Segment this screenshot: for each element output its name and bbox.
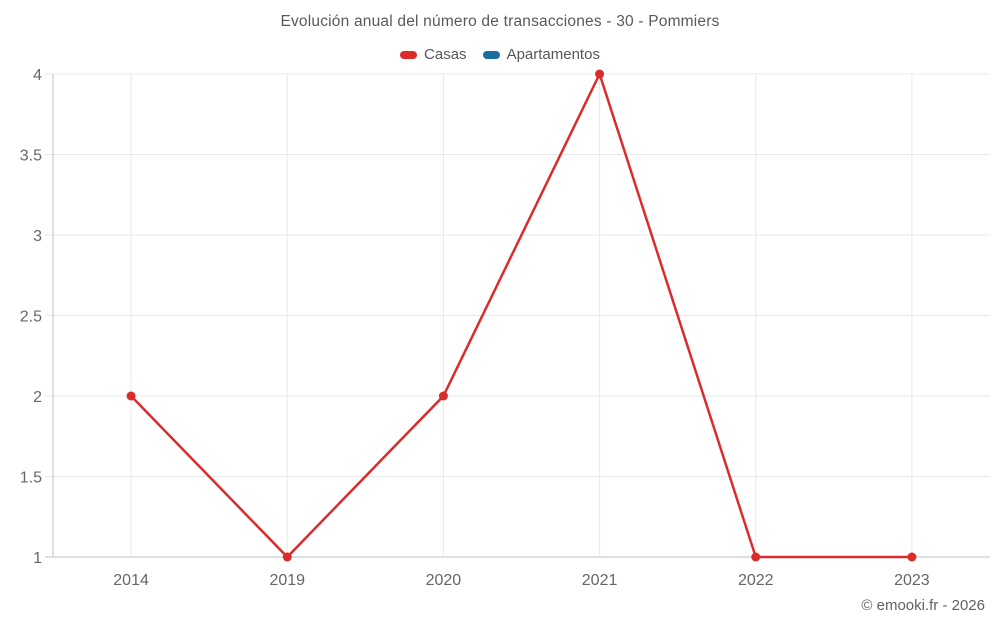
- y-axis-tick-label: 2.5: [20, 309, 42, 326]
- casas-swatch-icon: [400, 50, 418, 59]
- legend-item-apartamentos[interactable]: Apartamentos: [482, 46, 600, 63]
- y-axis-tick-label: 1.5: [20, 470, 42, 487]
- apartamentos-swatch-icon: [482, 50, 500, 59]
- y-axis-tick-label: 3.5: [20, 148, 42, 165]
- x-axis-tick-label: 2014: [113, 572, 149, 589]
- y-axis-tick-label: 4: [33, 67, 42, 84]
- y-axis-tick-label: 3: [33, 228, 42, 245]
- legend-label-casas: Casas: [424, 46, 467, 63]
- legend-label-apartamentos: Apartamentos: [506, 46, 600, 63]
- data-point: [595, 69, 605, 79]
- data-point: [751, 552, 761, 562]
- data-point: [282, 552, 292, 562]
- legend-item-casas[interactable]: Casas: [400, 46, 467, 63]
- series-line-casas: [129, 72, 914, 559]
- x-axis-tick-label: 2019: [269, 572, 305, 589]
- copyright-text: © emooki.fr - 2026: [861, 597, 985, 614]
- x-axis-tick-label: 2020: [426, 572, 462, 589]
- data-point: [907, 552, 917, 562]
- chart-title: Evolución anual del número de transaccio…: [280, 13, 720, 30]
- y-axis-tick-label: 1: [33, 550, 42, 567]
- data-point: [438, 391, 448, 401]
- data-point: [126, 391, 136, 401]
- chart-legend: Casas Apartamentos: [0, 46, 1000, 63]
- y-axis-tick-label: 2: [33, 389, 42, 406]
- x-axis-tick-label: 2021: [582, 572, 618, 589]
- x-axis-tick-label: 2023: [894, 572, 930, 589]
- x-axis-tick-label: 2022: [738, 572, 774, 589]
